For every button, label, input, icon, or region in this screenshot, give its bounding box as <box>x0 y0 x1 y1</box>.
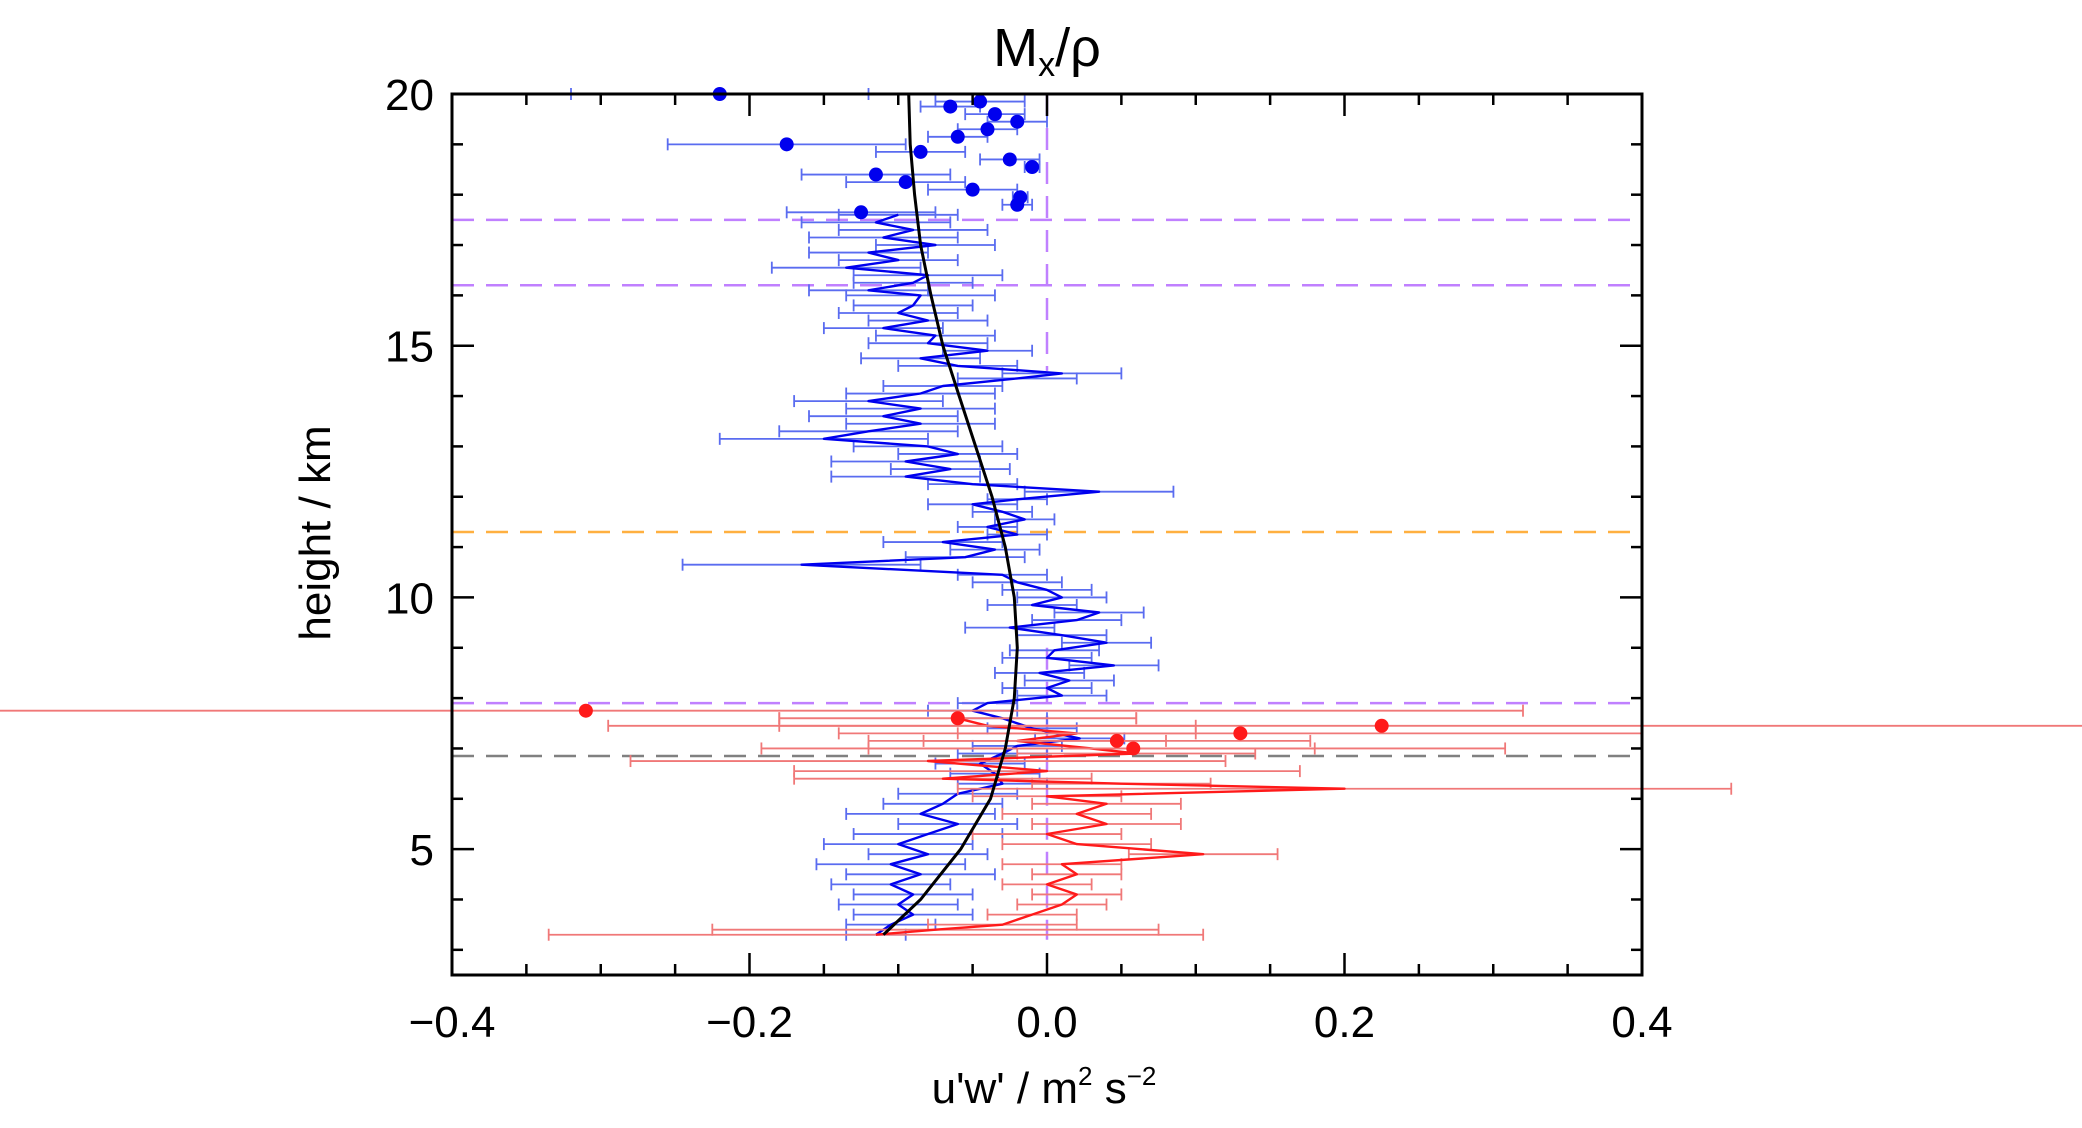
fit-curve <box>882 93 1019 936</box>
data-point <box>1374 718 1389 733</box>
data-point <box>987 107 1002 122</box>
x-tick-label: −0.4 <box>409 998 496 1047</box>
x-tick-label: 0.4 <box>1611 998 1672 1047</box>
data-point <box>1025 159 1040 174</box>
y-tick-label: 5 <box>410 826 434 875</box>
data-point <box>965 182 980 197</box>
series-blue-dots <box>570 87 1048 220</box>
data-point <box>1002 152 1017 167</box>
data-point <box>779 137 794 152</box>
x-tick-label: 0.2 <box>1314 998 1375 1047</box>
y-tick-label: 20 <box>385 71 434 120</box>
data-point <box>950 129 965 144</box>
tick-marks <box>450 92 1644 975</box>
data-point <box>980 122 995 137</box>
data-point <box>1010 114 1025 129</box>
data-point <box>1233 726 1248 741</box>
series-red-dots <box>0 703 2082 756</box>
series-line <box>875 717 1346 936</box>
fit-curve-line <box>882 93 1019 936</box>
data-point <box>1109 733 1124 748</box>
data-point <box>1010 197 1025 212</box>
chart-title: Mx/ρ <box>993 18 1101 84</box>
data-point <box>898 175 913 190</box>
series-blue-profile <box>681 208 1175 941</box>
tick-labels: −0.4 −0.2 0.0 0.2 0.4 5 10 15 20 <box>385 71 1673 1047</box>
data-point <box>973 94 988 109</box>
data-point <box>868 167 883 182</box>
data-point <box>950 711 965 726</box>
data-point <box>1126 741 1141 756</box>
data-series <box>0 87 2082 941</box>
data-point <box>913 144 928 159</box>
x-axis-label: u'w' / m2 s−2 <box>932 1061 1157 1113</box>
reference-lines <box>452 94 1642 940</box>
y-tick-label: 10 <box>385 574 434 623</box>
data-point <box>943 99 958 114</box>
y-axis-label: height / km <box>291 425 340 640</box>
x-tick-label: −0.2 <box>706 998 793 1047</box>
data-point <box>578 703 593 718</box>
x-tick-label: 0.0 <box>1016 998 1077 1047</box>
data-point <box>854 205 869 220</box>
y-tick-label: 15 <box>385 323 434 372</box>
